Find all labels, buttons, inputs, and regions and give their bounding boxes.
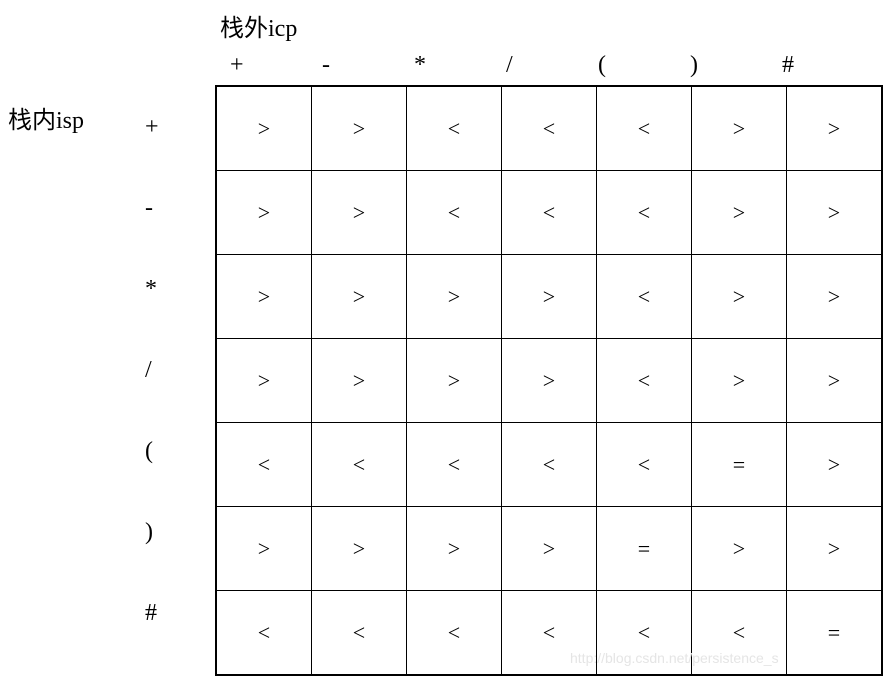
precedence-table: >><<<>>>><<<>>>>>><>>>>>><>><<<<<=>>>>>=… [215,85,883,676]
row-header-2: * [145,276,157,303]
col-header-3: / [506,52,513,79]
table-row: >><<<>> [216,171,882,255]
table-cell: > [787,171,883,255]
row-header-1: - [145,195,153,222]
table-cell: > [787,86,883,171]
table-cell: < [216,591,312,676]
table-cell: > [692,339,787,423]
table-cell: < [597,339,692,423]
table-cell: > [407,507,502,591]
table-cell: < [407,86,502,171]
table-cell: > [407,255,502,339]
table-cell: > [692,507,787,591]
table-cell: > [216,507,312,591]
table-row: <<<<<<= [216,591,882,676]
table-cell: = [597,507,692,591]
table-cell: > [216,339,312,423]
table-cell: < [407,591,502,676]
table-cell: = [692,423,787,507]
table-cell: > [312,86,407,171]
table-cell: > [502,255,597,339]
table-cell: > [312,171,407,255]
table-cell: < [502,423,597,507]
table-row: >><<<>> [216,86,882,171]
table-row: >>>><>> [216,255,882,339]
watermark-text: http://blog.csdn.net/persistence_s [570,650,779,666]
table-cell: > [787,255,883,339]
table-cell: < [502,171,597,255]
table-cell: < [407,423,502,507]
left-label: 栈内isp [8,100,84,135]
table-cell: > [502,507,597,591]
table-cell: < [216,423,312,507]
table-cell: > [407,339,502,423]
col-header-0: + [230,52,244,79]
table-row: >>>>=>> [216,507,882,591]
table-cell: > [312,339,407,423]
col-header-6: # [782,52,794,79]
table-row: <<<<<=> [216,423,882,507]
table-cell: > [787,423,883,507]
col-header-1: - [322,52,330,79]
table-cell: < [312,423,407,507]
row-header-3: / [145,357,152,384]
table-cell: > [787,507,883,591]
table-cell: < [407,171,502,255]
table-cell: < [597,171,692,255]
table-cell: < [597,86,692,171]
table-cell: > [216,86,312,171]
top-label: 栈外icp [220,8,297,43]
col-header-5: ) [690,52,698,79]
row-header-4: ( [145,438,153,465]
table-row: >>>><>> [216,339,882,423]
table-cell: < [312,591,407,676]
table-cell: > [216,255,312,339]
row-header-5: ) [145,519,153,546]
table-cell: < [597,423,692,507]
table-cell: > [692,255,787,339]
table-cell: > [692,171,787,255]
col-header-2: * [414,52,426,79]
table-cell: = [787,591,883,676]
col-header-4: ( [598,52,606,79]
table-cell: > [692,86,787,171]
table-cell: > [787,339,883,423]
table-cell: < [597,255,692,339]
table-cell: > [312,255,407,339]
table-cell: > [312,507,407,591]
row-header-6: # [145,600,157,627]
table-cell: > [502,339,597,423]
table-cell: > [216,171,312,255]
row-header-0: + [145,114,159,141]
table-cell: < [502,86,597,171]
